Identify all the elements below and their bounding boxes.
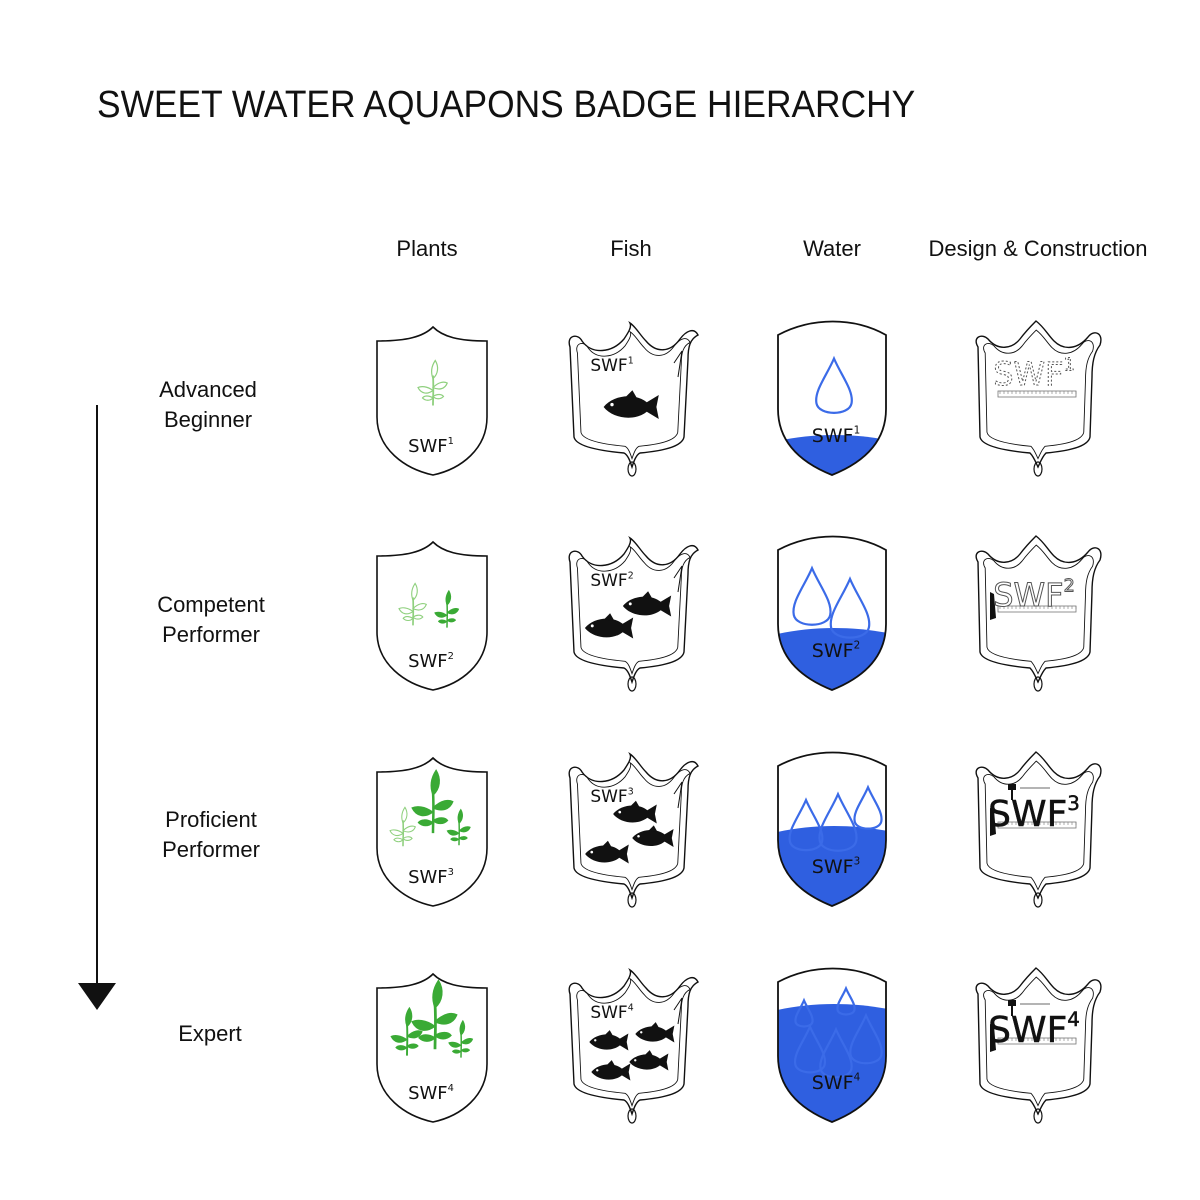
column-header-fish: Fish <box>610 236 652 261</box>
fish-icon <box>603 390 659 419</box>
badge-label: SWF4 <box>590 1002 633 1023</box>
water-badge-level-4: SWF4 <box>777 967 887 1123</box>
level-label-expert: Expert <box>110 1019 310 1049</box>
ruler-icon <box>997 390 1077 398</box>
level-label-line: Performer <box>162 622 260 647</box>
sprout-icon <box>389 806 417 847</box>
plants-badge-level-3: SWF3 <box>376 756 488 907</box>
fish-icon <box>632 825 674 847</box>
ruler-icon <box>997 821 1077 829</box>
fish-icon <box>635 1022 675 1043</box>
fish-icon <box>584 613 634 639</box>
level-label-proficient-performer: Proficient Performer <box>111 805 311 865</box>
badge-label: SWF4 <box>988 1008 1080 1051</box>
water-drop-icon <box>793 1023 827 1074</box>
fish-icon <box>629 1050 669 1071</box>
down-arrow-icon <box>78 405 116 1010</box>
badge-label: SWF3 <box>590 786 633 807</box>
sprout-icon <box>411 979 458 1050</box>
level-label-line: Performer <box>162 837 260 862</box>
level-label-line: Advanced <box>159 377 257 402</box>
badge-label: SWF3 <box>408 867 454 888</box>
water-badge-level-1: SWF1 <box>777 320 887 476</box>
fish-icon <box>589 1030 629 1051</box>
column-header-plants: Plants <box>396 236 458 261</box>
fish-icon <box>591 1060 631 1081</box>
ruler-icon <box>997 1037 1077 1045</box>
sprout-icon <box>434 589 460 628</box>
sprout-icon <box>446 808 471 846</box>
water-drop-icon <box>849 1012 883 1065</box>
fish-badge-level-4: SWF4 <box>568 967 699 1124</box>
hammer-icon <box>1008 1000 1050 1016</box>
sprout-icon <box>390 1006 423 1056</box>
water-fill <box>778 628 886 690</box>
water-drop-icon <box>792 565 832 626</box>
plants-badge-level-2: SWF2 <box>376 540 488 691</box>
level-label-competent-performer: Competent Performer <box>111 590 311 650</box>
badge-label: SWF3 <box>988 792 1080 835</box>
water-drop-icon <box>836 985 856 1016</box>
badge-label: SWF1 <box>812 424 860 447</box>
sprout-icon <box>448 1019 474 1058</box>
fish-badge-level-3: SWF3 <box>568 751 699 908</box>
fish-badge-level-2: SWF2 <box>568 535 699 692</box>
water-drop-icon <box>829 576 871 639</box>
square-tool-icon <box>990 1024 996 1052</box>
design-badge-level-4: SWF4 <box>975 967 1102 1124</box>
column-header-water: Water <box>803 236 861 261</box>
water-drop-icon <box>853 784 883 830</box>
plants-badge-level-1: SWF1 <box>376 325 488 476</box>
level-label-advanced-beginner: Advanced Beginner <box>108 375 308 435</box>
fish-badge-level-1: SWF1 <box>568 320 699 477</box>
badge-label: SWF2 <box>408 651 454 672</box>
level-label-line: Beginner <box>163 407 253 432</box>
column-header-design: Design & Construction <box>928 236 1148 261</box>
water-badge-level-3: SWF3 <box>777 751 887 907</box>
badge-label: SWF4 <box>812 1071 861 1094</box>
water-fill <box>778 435 886 475</box>
square-tool-icon <box>990 808 996 836</box>
water-drop-icon <box>794 997 814 1028</box>
badge-label: SWF2 <box>590 570 633 591</box>
sprout-icon <box>398 582 428 626</box>
fish-icon <box>585 840 629 864</box>
badge-label: SWF3 <box>812 855 860 878</box>
water-drop-icon <box>815 355 853 414</box>
design-badge-level-1: SWF1 <box>975 320 1102 477</box>
badge-label: SWF2 <box>993 576 1075 614</box>
design-badge-level-3: SWF3 <box>975 751 1102 908</box>
sprout-icon <box>417 359 449 406</box>
water-badge-level-2: SWF2 <box>777 535 887 691</box>
level-label-line: Proficient <box>165 807 257 832</box>
badge-label: SWF1 <box>590 355 633 376</box>
plants-badge-level-4: SWF4 <box>376 972 488 1123</box>
level-label-line: Competent <box>157 592 265 617</box>
water-drop-icon <box>788 797 824 852</box>
fish-icon <box>613 800 657 824</box>
sprout-icon <box>411 769 454 834</box>
water-drop-icon <box>819 1026 853 1079</box>
badge-label: SWF4 <box>408 1083 454 1104</box>
fish-icon <box>622 591 672 617</box>
water-drop-icon <box>818 791 858 852</box>
ruler-icon <box>997 605 1077 613</box>
badge-label: SWF1 <box>408 436 454 457</box>
page-title: SWEET WATER AQUAPONS BADGE HIERARCHY <box>97 84 916 126</box>
level-label-line: Expert <box>178 1021 242 1046</box>
badge-label: SWF1 <box>993 355 1075 393</box>
badge-label: SWF2 <box>812 639 860 662</box>
hammer-icon <box>1008 784 1050 800</box>
square-tool-icon <box>990 592 996 620</box>
design-badge-level-2: SWF2 <box>975 535 1102 692</box>
